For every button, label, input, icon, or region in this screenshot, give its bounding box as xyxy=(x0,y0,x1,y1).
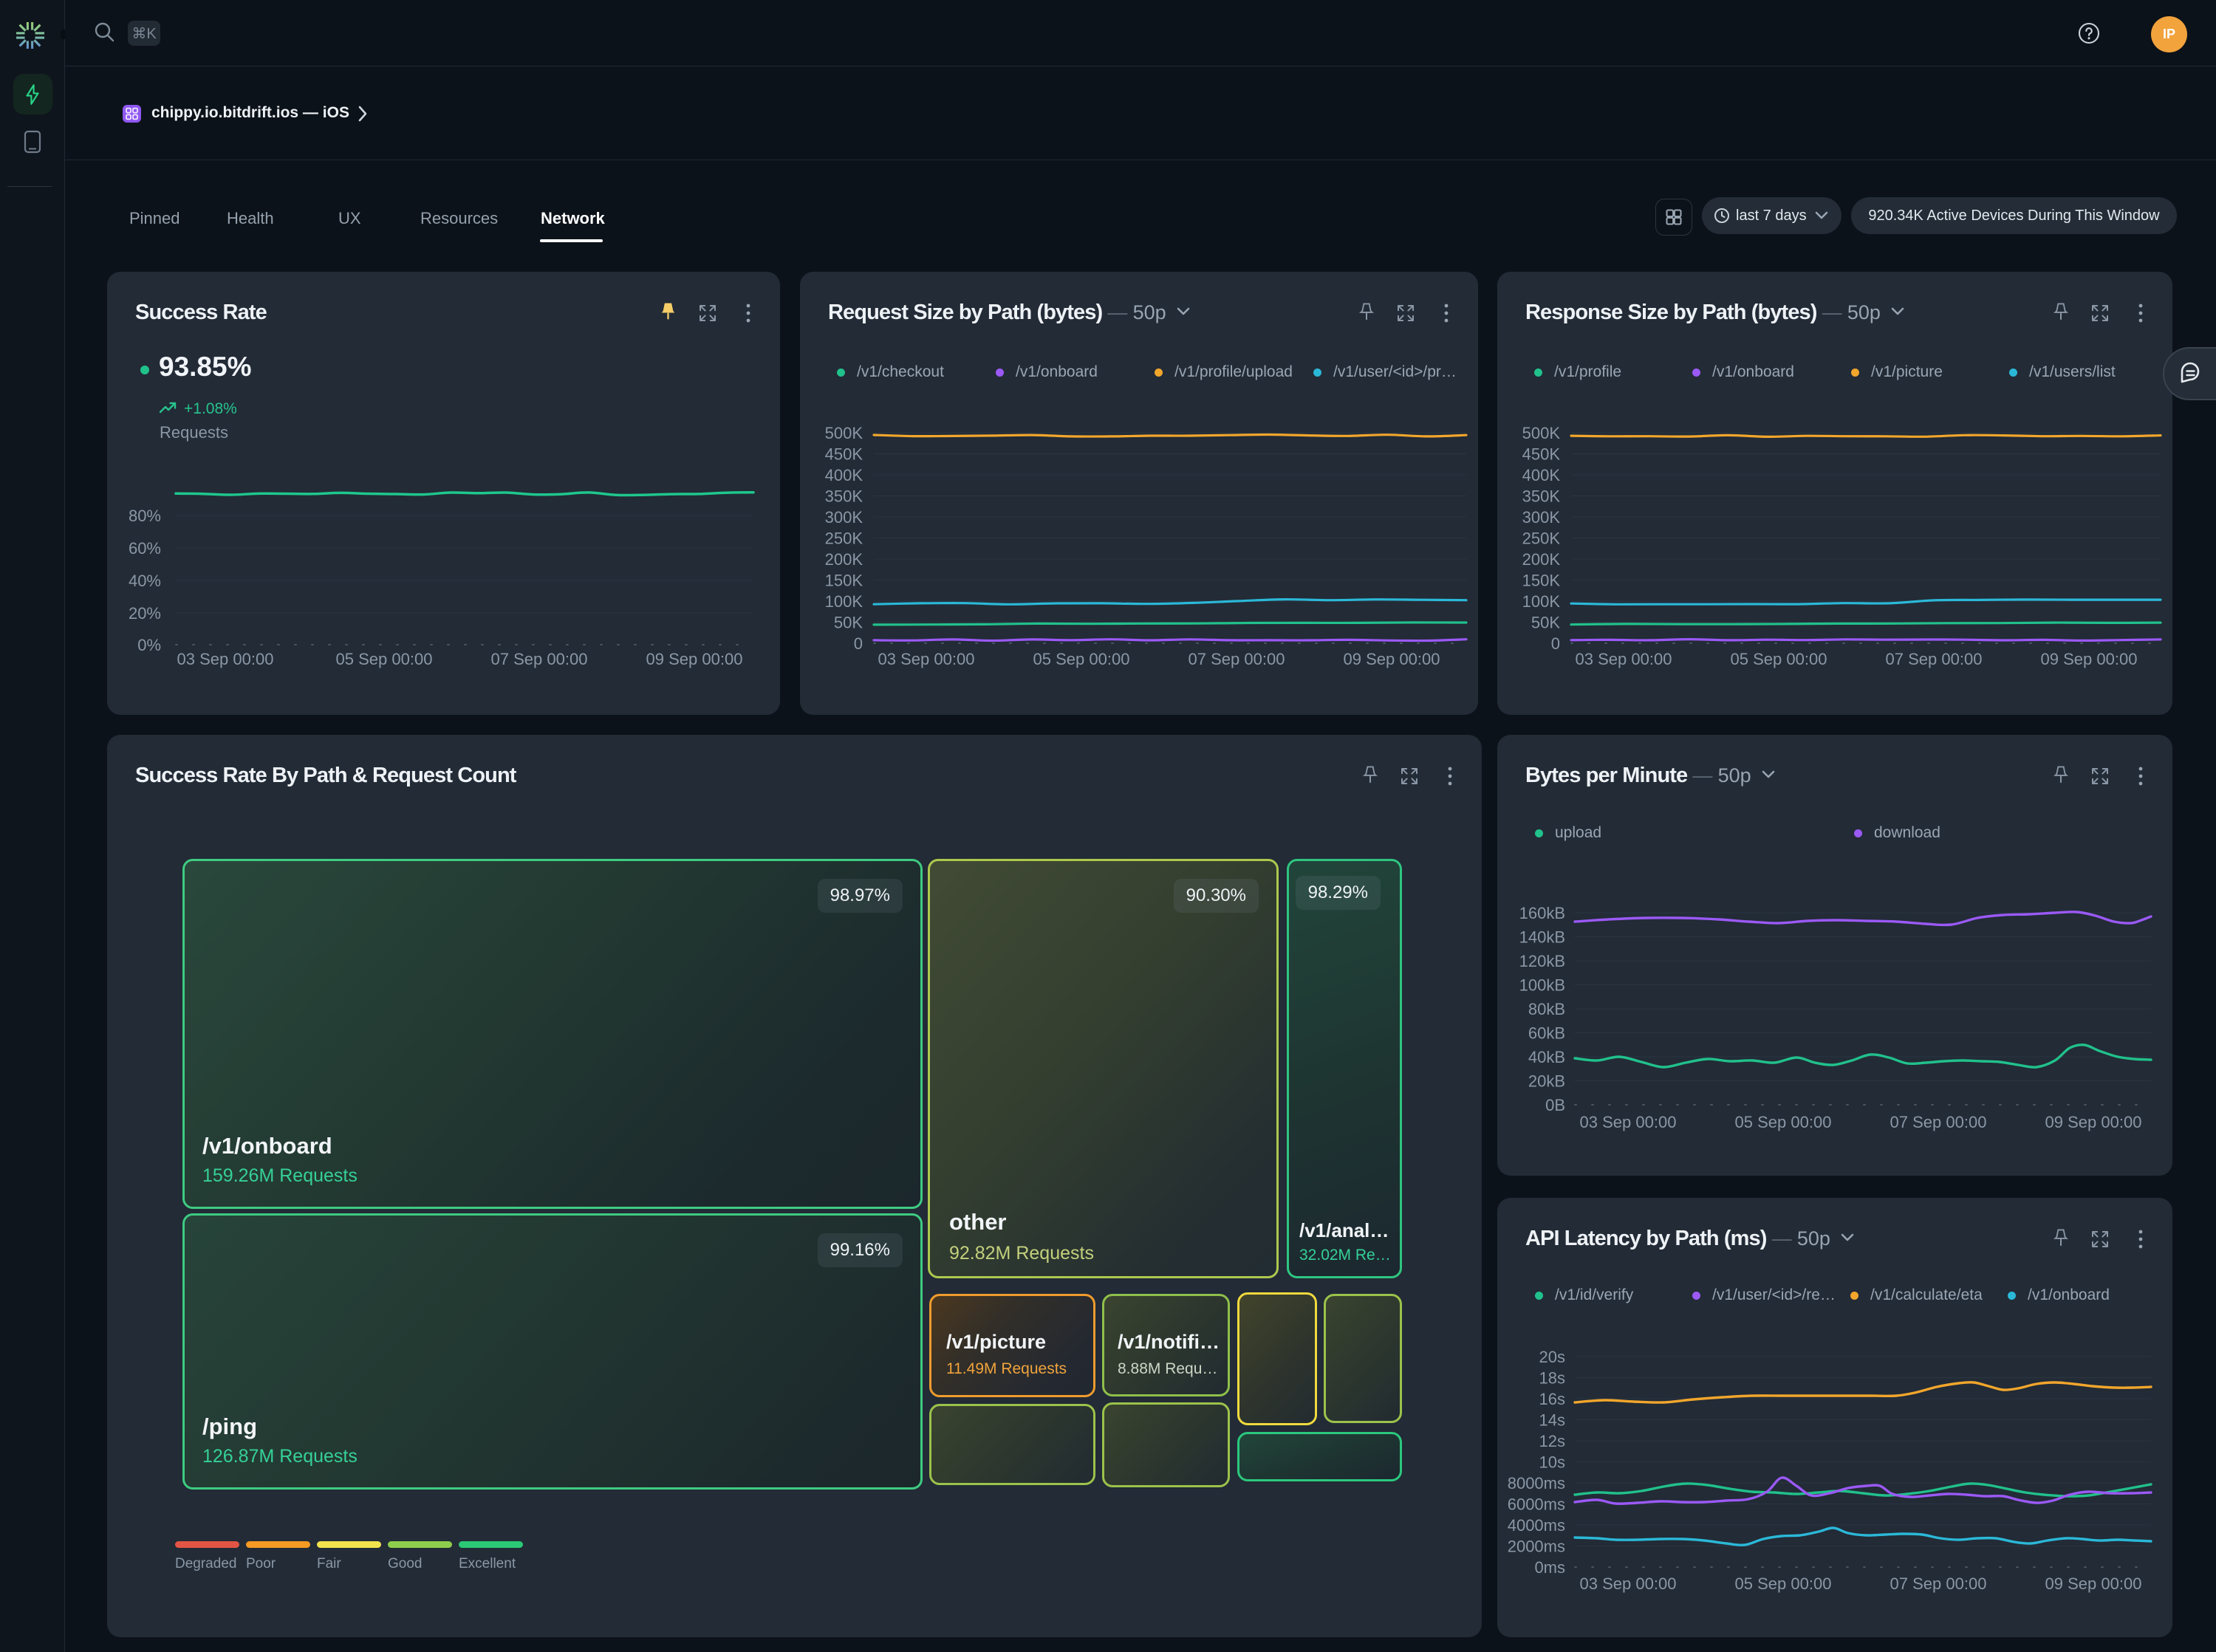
svg-text:40kB: 40kB xyxy=(1528,1048,1565,1066)
svg-text:0: 0 xyxy=(854,634,863,653)
svg-text:100K: 100K xyxy=(1522,592,1561,611)
svg-text:140kB: 140kB xyxy=(1519,928,1565,947)
svg-text:0B: 0B xyxy=(1545,1096,1565,1114)
svg-text:350K: 350K xyxy=(825,487,864,506)
svg-text:450K: 450K xyxy=(825,445,864,464)
svg-text:18s: 18s xyxy=(1539,1369,1565,1388)
svg-text:07 Sep 00:00: 07 Sep 00:00 xyxy=(1886,650,1983,668)
svg-text:160kB: 160kB xyxy=(1519,904,1565,922)
svg-text:03 Sep 00:00: 03 Sep 00:00 xyxy=(1580,1113,1677,1131)
svg-text:80kB: 80kB xyxy=(1528,1000,1565,1018)
svg-text:4000ms: 4000ms xyxy=(1508,1516,1565,1535)
svg-text:250K: 250K xyxy=(1522,529,1561,548)
svg-text:150K: 150K xyxy=(1522,572,1561,590)
svg-text:0ms: 0ms xyxy=(1534,1558,1565,1577)
svg-text:8000ms: 8000ms xyxy=(1508,1474,1565,1492)
svg-text:09 Sep 00:00: 09 Sep 00:00 xyxy=(2041,650,2138,668)
svg-text:120kB: 120kB xyxy=(1519,952,1565,970)
svg-text:400K: 400K xyxy=(1522,466,1561,484)
svg-text:100K: 100K xyxy=(825,592,864,611)
svg-text:20%: 20% xyxy=(129,604,161,623)
svg-text:150K: 150K xyxy=(825,572,864,590)
svg-text:03 Sep 00:00: 03 Sep 00:00 xyxy=(177,650,274,668)
svg-text:200K: 200K xyxy=(825,550,864,569)
svg-text:07 Sep 00:00: 07 Sep 00:00 xyxy=(1890,1574,1987,1593)
svg-text:14s: 14s xyxy=(1539,1411,1565,1430)
svg-text:16s: 16s xyxy=(1539,1390,1565,1408)
svg-text:05 Sep 00:00: 05 Sep 00:00 xyxy=(336,650,433,668)
svg-text:200K: 200K xyxy=(1522,550,1561,569)
svg-text:07 Sep 00:00: 07 Sep 00:00 xyxy=(1890,1113,1987,1131)
svg-text:250K: 250K xyxy=(825,529,864,548)
svg-text:03 Sep 00:00: 03 Sep 00:00 xyxy=(878,650,975,668)
svg-text:09 Sep 00:00: 09 Sep 00:00 xyxy=(2045,1113,2142,1131)
svg-text:60%: 60% xyxy=(129,539,161,558)
svg-text:60kB: 60kB xyxy=(1528,1024,1565,1043)
svg-text:10s: 10s xyxy=(1539,1453,1565,1472)
svg-text:400K: 400K xyxy=(825,466,864,484)
svg-text:05 Sep 00:00: 05 Sep 00:00 xyxy=(1735,1574,1832,1593)
svg-text:05 Sep 00:00: 05 Sep 00:00 xyxy=(1731,650,1827,668)
svg-text:20kB: 20kB xyxy=(1528,1072,1565,1091)
svg-text:03 Sep 00:00: 03 Sep 00:00 xyxy=(1580,1574,1677,1593)
svg-text:05 Sep 00:00: 05 Sep 00:00 xyxy=(1033,650,1130,668)
svg-text:09 Sep 00:00: 09 Sep 00:00 xyxy=(2045,1574,2142,1593)
svg-text:300K: 300K xyxy=(825,508,864,527)
svg-text:300K: 300K xyxy=(1522,508,1561,527)
svg-text:100kB: 100kB xyxy=(1519,976,1565,995)
svg-text:500K: 500K xyxy=(1522,424,1561,442)
svg-text:40%: 40% xyxy=(129,572,161,590)
svg-text:20s: 20s xyxy=(1539,1348,1565,1366)
svg-text:6000ms: 6000ms xyxy=(1508,1495,1565,1514)
svg-text:07 Sep 00:00: 07 Sep 00:00 xyxy=(1189,650,1285,668)
svg-text:09 Sep 00:00: 09 Sep 00:00 xyxy=(1344,650,1440,668)
svg-text:05 Sep 00:00: 05 Sep 00:00 xyxy=(1735,1113,1832,1131)
svg-text:0: 0 xyxy=(1551,634,1560,653)
svg-text:350K: 350K xyxy=(1522,487,1561,506)
svg-text:0%: 0% xyxy=(137,636,161,654)
svg-text:12s: 12s xyxy=(1539,1432,1565,1450)
svg-text:450K: 450K xyxy=(1522,445,1561,464)
svg-text:2000ms: 2000ms xyxy=(1508,1538,1565,1556)
svg-text:80%: 80% xyxy=(129,507,161,525)
svg-text:07 Sep 00:00: 07 Sep 00:00 xyxy=(491,650,588,668)
svg-text:50K: 50K xyxy=(1531,614,1560,632)
svg-text:09 Sep 00:00: 09 Sep 00:00 xyxy=(646,650,743,668)
svg-text:500K: 500K xyxy=(825,424,864,442)
svg-text:03 Sep 00:00: 03 Sep 00:00 xyxy=(1576,650,1672,668)
svg-text:50K: 50K xyxy=(834,614,863,632)
